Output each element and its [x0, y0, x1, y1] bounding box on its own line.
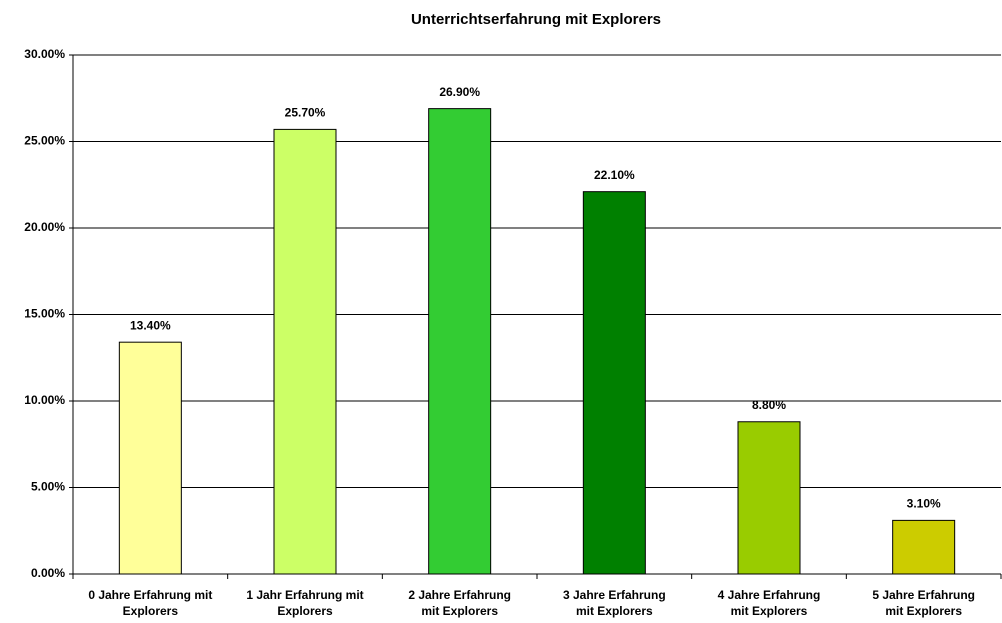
- x-tick-label: mit Explorers: [731, 604, 808, 618]
- x-tick-label: 5 Jahre Erfahrung: [872, 588, 975, 602]
- value-label: 3.10%: [907, 497, 941, 511]
- value-label: 26.90%: [439, 85, 480, 99]
- bar: [428, 108, 492, 575]
- value-label: 13.40%: [130, 318, 171, 332]
- y-tick-label: 10.00%: [24, 393, 65, 407]
- chart-title: Unterrichtserfahrung mit Explorers: [411, 11, 661, 28]
- x-tick-label: 0 Jahre Erfahrung mit: [88, 588, 212, 602]
- x-tick-label: 1 Jahr Erfahrung mit: [246, 588, 363, 602]
- value-label: 8.80%: [752, 398, 786, 412]
- x-tick-label: 2 Jahre Erfahrung: [408, 588, 511, 602]
- y-tick-label: 25.00%: [24, 134, 65, 148]
- x-tick-label: 4 Jahre Erfahrung: [718, 588, 821, 602]
- bar: [118, 341, 182, 575]
- value-label: 22.10%: [594, 168, 635, 182]
- y-tick-label: 5.00%: [31, 480, 65, 494]
- y-tick-label: 30.00%: [24, 47, 65, 61]
- y-tick-label: 15.00%: [24, 307, 65, 321]
- x-tick-label: mit Explorers: [885, 604, 962, 618]
- x-tick-label: mit Explorers: [421, 604, 498, 618]
- y-tick-label: 0.00%: [31, 566, 65, 580]
- x-tick-label: mit Explorers: [576, 604, 653, 618]
- bar: [582, 191, 646, 575]
- bar: [273, 128, 337, 575]
- y-tick-label: 20.00%: [24, 220, 65, 234]
- x-tick-label: 3 Jahre Erfahrung: [563, 588, 666, 602]
- bar: [737, 421, 801, 575]
- bar: [892, 519, 956, 575]
- x-tick-label: Explorers: [123, 604, 179, 618]
- value-label: 25.70%: [285, 106, 326, 120]
- x-tick-label: Explorers: [277, 604, 333, 618]
